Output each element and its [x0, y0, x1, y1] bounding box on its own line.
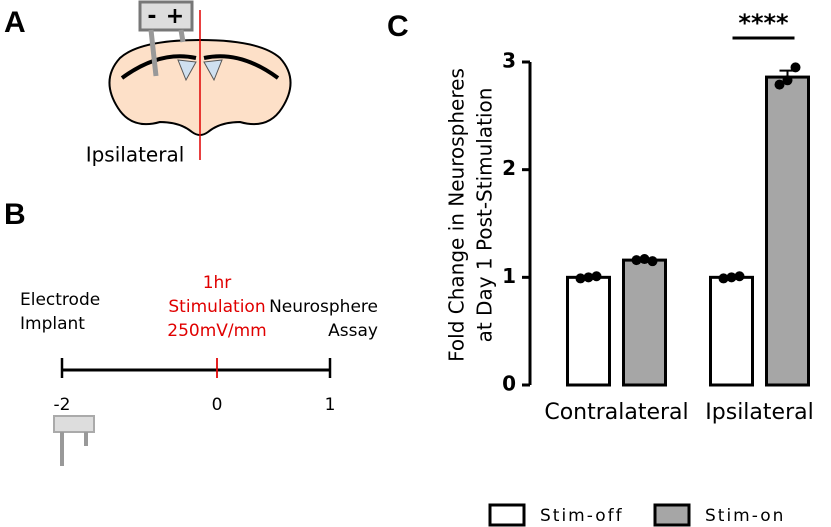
legend-swatch — [488, 503, 526, 527]
brain-drawing — [108, 0, 292, 160]
bar — [709, 275, 754, 387]
data-point — [774, 79, 785, 90]
bar-chart: 0 1 2 3 Fold Change in Neurospheres at Day 1 … — [445, 9, 814, 527]
y-axis-label: at Day 1 Post-Stimulation — [473, 88, 497, 343]
timeline-ticks: -2 0 1 — [54, 358, 336, 415]
timeline-tick-label: 0 — [212, 395, 223, 415]
data-point — [583, 272, 594, 283]
data-point — [647, 256, 658, 267]
bar — [622, 258, 667, 387]
legend-swatch — [653, 503, 691, 527]
y-tick-label: 3 — [502, 49, 516, 73]
panel-letter: C — [387, 10, 409, 43]
timeline-label: 1hr — [203, 273, 232, 293]
panel-letter: A — [4, 6, 26, 39]
x-tick-label: Ipsilateral — [705, 400, 813, 425]
y-tick-label: 1 — [502, 264, 516, 288]
panel-letter: B — [4, 198, 26, 231]
legend-label: Stim-on — [705, 506, 785, 526]
data-point — [782, 75, 793, 86]
data-point — [790, 62, 801, 73]
electrode-minus: - — [147, 4, 156, 29]
bar — [765, 75, 810, 387]
timeline-label: Stimulation — [168, 297, 265, 317]
timeline-label: Assay — [328, 321, 378, 341]
data-point — [734, 271, 745, 282]
panel-a-label: Ipsilateral — [86, 143, 185, 167]
x-tick-label: Contralateral — [544, 400, 688, 425]
timeline-label: 250mV/mm — [167, 321, 267, 341]
y-tick-label: 2 — [502, 156, 516, 180]
timeline-label: Neurosphere — [269, 297, 378, 317]
data-point — [726, 272, 737, 283]
significance-label: **** — [738, 9, 789, 37]
timeline-label: Implant — [20, 314, 85, 334]
y-axis-label: Fold Change in Neurospheres — [445, 68, 469, 362]
data-point — [575, 273, 586, 284]
data-point — [718, 273, 729, 284]
timeline-tick-label: -2 — [54, 395, 71, 415]
y-tick-label: 0 — [502, 372, 516, 396]
timeline-label: Electrode — [20, 290, 100, 310]
bar — [566, 275, 611, 387]
data-point — [591, 271, 602, 282]
timeline-tick-label: 1 — [325, 395, 336, 415]
legend-label: Stim-off — [540, 506, 624, 526]
electrode-icon — [53, 415, 95, 466]
data-point — [639, 254, 650, 265]
electrode-plus: + — [166, 4, 184, 29]
data-point — [631, 255, 642, 266]
